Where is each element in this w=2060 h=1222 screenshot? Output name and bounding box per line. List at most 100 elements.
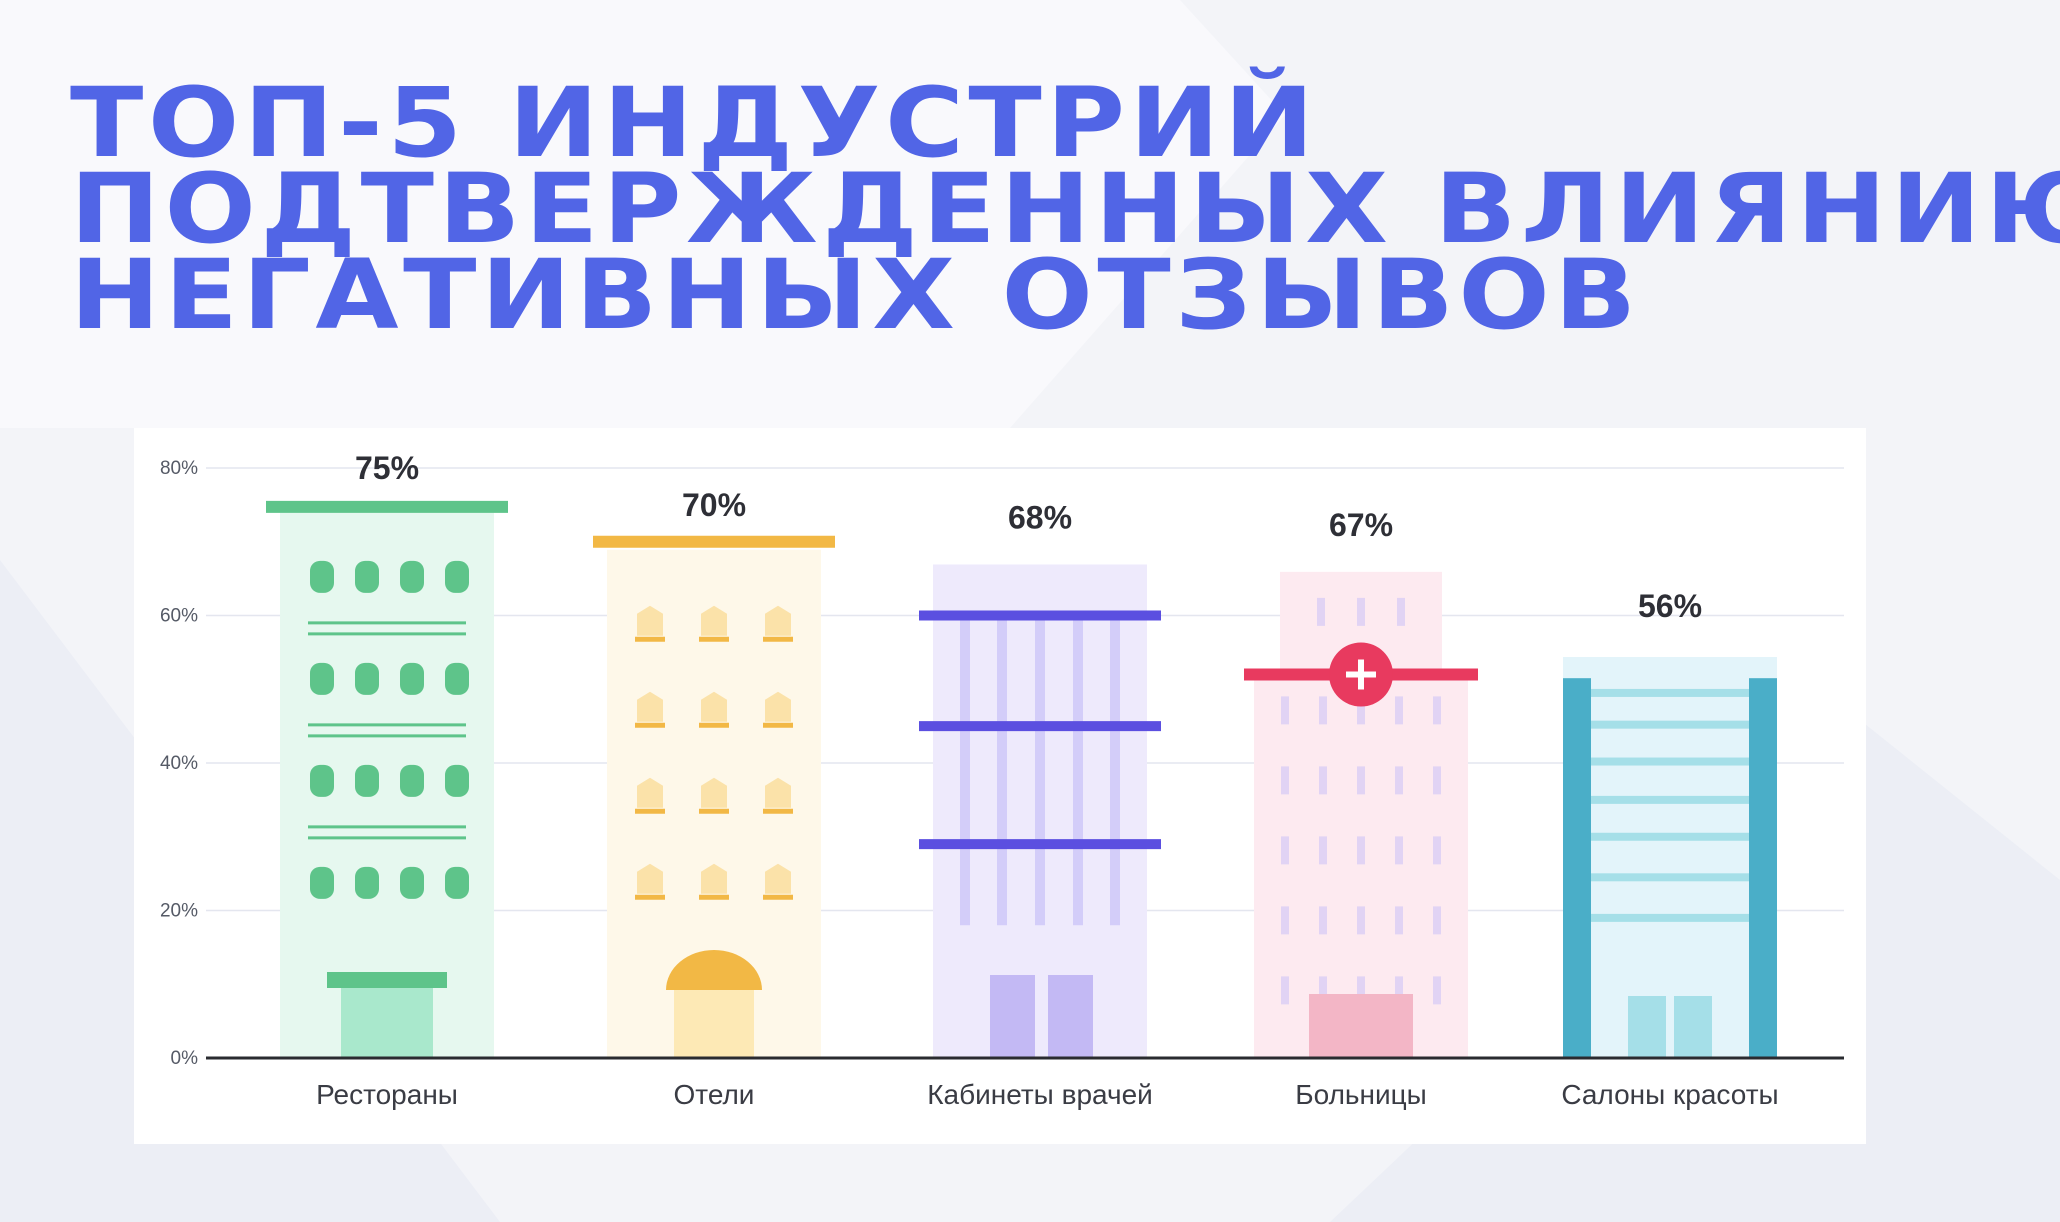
window bbox=[637, 605, 663, 636]
window bbox=[445, 866, 469, 899]
window bbox=[1357, 976, 1365, 1005]
column-stripe bbox=[960, 615, 970, 926]
window bbox=[765, 605, 791, 636]
window bbox=[310, 866, 334, 899]
window bbox=[1395, 766, 1403, 795]
window bbox=[1395, 976, 1403, 1005]
column-stripe bbox=[1110, 615, 1120, 926]
window-sill bbox=[699, 808, 729, 814]
door-right bbox=[1674, 996, 1712, 1058]
floor-band bbox=[1591, 913, 1749, 922]
door-right bbox=[1048, 975, 1093, 1058]
value-label: 75% bbox=[355, 450, 419, 486]
window bbox=[1357, 696, 1365, 725]
window bbox=[400, 764, 424, 797]
x-category-label: Отели bbox=[674, 1079, 755, 1110]
window bbox=[1357, 836, 1365, 865]
bar-hospitals bbox=[1244, 571, 1478, 1058]
page-title: ТОП-5 ИНДУСТРИЙ ПОДТВЕРЖДЕННЫХ ВЛИЯНИЮ Н… bbox=[70, 67, 2060, 351]
x-category-label: Больницы bbox=[1295, 1079, 1427, 1110]
window bbox=[400, 560, 424, 593]
window bbox=[445, 662, 469, 695]
column-stripe bbox=[997, 615, 1007, 926]
x-category-label: Кабинеты врачей bbox=[927, 1079, 1153, 1110]
window bbox=[1319, 696, 1327, 725]
value-label: 70% bbox=[682, 487, 746, 523]
y-tick-label: 80% bbox=[160, 458, 198, 479]
floor-band bbox=[1591, 832, 1749, 841]
window bbox=[445, 560, 469, 593]
floor-band bbox=[919, 610, 1161, 621]
window bbox=[1433, 696, 1441, 725]
window-sill bbox=[763, 636, 793, 642]
bar-hotels bbox=[593, 535, 835, 1058]
window bbox=[637, 863, 663, 894]
window bbox=[1317, 597, 1325, 626]
value-label: 67% bbox=[1329, 507, 1393, 543]
floor-band bbox=[919, 839, 1161, 850]
window-sill bbox=[699, 722, 729, 728]
y-tick-label: 20% bbox=[160, 901, 198, 922]
window bbox=[1433, 836, 1441, 865]
value-label: 68% bbox=[1008, 500, 1072, 536]
window bbox=[1281, 766, 1289, 795]
bar-chart: 0% 20% 40% 60% 80% 75% Рестораны 70% Отели 68% Каб… bbox=[160, 450, 1844, 1110]
floor-band bbox=[919, 721, 1161, 732]
bar-restaurants bbox=[266, 500, 508, 1058]
door bbox=[674, 990, 754, 1058]
window bbox=[701, 691, 727, 722]
window bbox=[1395, 836, 1403, 865]
window-sill bbox=[635, 722, 665, 728]
window-sill bbox=[763, 808, 793, 814]
window bbox=[765, 777, 791, 808]
title-line-3: НЕГАТИВНЫХ ОТЗЫВОВ bbox=[70, 239, 1641, 351]
floor-band bbox=[1591, 757, 1749, 766]
window bbox=[445, 764, 469, 797]
door bbox=[1309, 994, 1413, 1058]
window bbox=[1319, 976, 1327, 1005]
window bbox=[1395, 906, 1403, 935]
window bbox=[1319, 836, 1327, 865]
title-line-2: ПОДТВЕРЖДЕННЫХ ВЛИЯНИЮ bbox=[70, 153, 2060, 265]
floor-band bbox=[1591, 688, 1749, 697]
y-tick-label: 40% bbox=[160, 753, 198, 774]
window bbox=[1357, 906, 1365, 935]
window bbox=[637, 691, 663, 722]
window bbox=[355, 866, 379, 899]
window-sill bbox=[763, 722, 793, 728]
bar-beauty bbox=[1563, 657, 1777, 1058]
title-line-1: ТОП-5 ИНДУСТРИЙ bbox=[70, 67, 1319, 179]
window bbox=[310, 764, 334, 797]
window bbox=[1433, 906, 1441, 935]
window bbox=[1319, 766, 1327, 795]
building-roof bbox=[593, 535, 835, 548]
window bbox=[1281, 836, 1289, 865]
building-body bbox=[1563, 657, 1777, 1058]
window bbox=[1357, 766, 1365, 795]
door-left bbox=[990, 975, 1035, 1058]
x-category-label: Рестораны bbox=[316, 1079, 458, 1110]
pillar-left bbox=[1563, 678, 1591, 1058]
window bbox=[1433, 766, 1441, 795]
window bbox=[1357, 597, 1365, 626]
window bbox=[1281, 696, 1289, 725]
window bbox=[400, 662, 424, 695]
window-sill bbox=[635, 808, 665, 814]
entrance-canopy bbox=[666, 950, 762, 990]
window-sill bbox=[699, 636, 729, 642]
floor-band bbox=[1591, 720, 1749, 729]
y-tick-label: 0% bbox=[171, 1048, 199, 1069]
window-sill bbox=[635, 894, 665, 900]
window bbox=[355, 560, 379, 593]
window bbox=[310, 662, 334, 695]
window bbox=[400, 866, 424, 899]
window bbox=[1319, 906, 1327, 935]
window-sill bbox=[635, 636, 665, 642]
window-sill bbox=[763, 894, 793, 900]
window bbox=[701, 863, 727, 894]
window bbox=[1397, 597, 1405, 626]
window bbox=[701, 605, 727, 636]
window-sill bbox=[699, 894, 729, 900]
x-category-label: Салоны красоты bbox=[1561, 1079, 1778, 1110]
column-stripe bbox=[1073, 615, 1083, 926]
